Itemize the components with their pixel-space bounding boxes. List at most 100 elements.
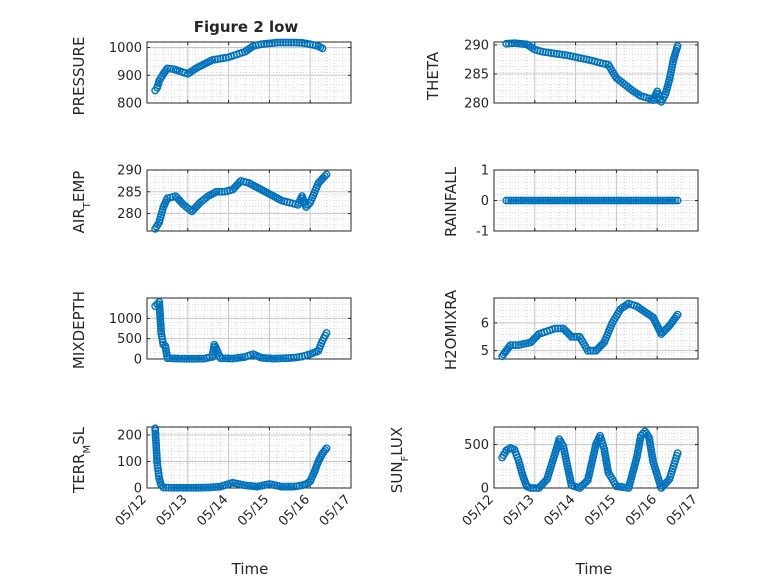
y-tick-label: -1 xyxy=(476,225,489,240)
data-point xyxy=(673,196,682,205)
data-point xyxy=(223,354,232,363)
data-point xyxy=(322,444,331,453)
data-point xyxy=(152,444,161,452)
data-point xyxy=(580,196,589,205)
data-point xyxy=(185,354,194,363)
data-point xyxy=(558,50,566,59)
data-point xyxy=(180,354,189,363)
data-point xyxy=(276,38,285,47)
subplot-grid: 8009001000280285290280285290-10105001000… xyxy=(109,38,701,529)
data-point xyxy=(541,477,550,485)
data-point xyxy=(619,196,628,205)
data-point xyxy=(156,310,164,319)
y-tick-label: 1 xyxy=(481,164,489,179)
data-point xyxy=(226,354,235,363)
data-point xyxy=(509,341,517,350)
data-point xyxy=(531,196,540,205)
y-tick-label: 500 xyxy=(464,438,489,453)
data-point xyxy=(519,196,528,205)
data-point xyxy=(573,332,581,341)
subplot-mixdepth: 0 500 1000 xyxy=(109,297,352,368)
data-point xyxy=(154,472,163,480)
data-point xyxy=(168,354,177,363)
data-point xyxy=(156,322,165,331)
data-point xyxy=(279,38,287,47)
data-point xyxy=(151,436,160,445)
data-point xyxy=(568,196,577,205)
subplot-h2omixra: 56 xyxy=(481,297,699,361)
data-point xyxy=(506,341,515,350)
data-point xyxy=(570,196,579,205)
data-point xyxy=(583,346,592,355)
data-point xyxy=(267,354,275,363)
data-point xyxy=(644,196,653,205)
data-point xyxy=(287,38,296,47)
data-point xyxy=(507,39,516,48)
subplot-air_temp: 280 285 290 xyxy=(117,164,352,233)
subplot-pressure: 800 900 1000 xyxy=(109,38,352,112)
data-point xyxy=(524,196,533,205)
axes-box xyxy=(493,426,699,489)
data-point xyxy=(163,354,172,363)
data-point xyxy=(184,483,193,492)
y-tick-label: 280 xyxy=(117,207,142,222)
data-point xyxy=(544,48,553,57)
data-point xyxy=(151,424,160,433)
data-point xyxy=(175,354,184,363)
data-point xyxy=(189,483,198,492)
data-point xyxy=(605,196,613,205)
data-point xyxy=(196,483,205,492)
data-point xyxy=(526,196,535,205)
data-point xyxy=(204,483,213,492)
data-point xyxy=(276,354,285,363)
data-point xyxy=(556,196,564,205)
data-point xyxy=(199,483,208,492)
ylabel-terr-msl: TERRMSL xyxy=(70,426,93,494)
data-point xyxy=(209,483,217,492)
data-point xyxy=(555,50,564,59)
ylabel-terr-main: TERR xyxy=(70,454,88,495)
data-point xyxy=(262,354,271,363)
axes-box xyxy=(493,297,699,360)
data-point xyxy=(595,196,604,205)
series-markers xyxy=(498,427,682,492)
data-point xyxy=(277,482,286,491)
y-tick-label: 285 xyxy=(464,67,489,82)
ylabel-sun-flux: SUNFLUX xyxy=(388,427,411,493)
data-point xyxy=(262,39,271,48)
data-point xyxy=(152,441,161,450)
data-point xyxy=(218,354,227,363)
data-point xyxy=(553,196,562,205)
data-point xyxy=(268,39,277,48)
data-point xyxy=(632,196,640,205)
data-point xyxy=(583,196,591,205)
data-point xyxy=(217,187,226,196)
y-tick-label: 290 xyxy=(117,164,142,179)
data-point xyxy=(570,332,579,341)
data-point xyxy=(282,482,291,491)
y-tick-label: 1000 xyxy=(109,41,142,56)
data-point xyxy=(257,40,266,49)
axes-box xyxy=(146,41,352,104)
data-point xyxy=(162,66,170,75)
ylabel-terr-rest: SL xyxy=(70,426,88,445)
ylabel-air-temp-sub: T xyxy=(82,201,93,209)
data-point xyxy=(287,482,296,491)
data-point xyxy=(661,196,670,205)
data-point xyxy=(151,434,160,443)
subplot-theta: 280 285 290 xyxy=(464,38,699,112)
y-tick-label: 500 xyxy=(117,332,142,347)
data-point xyxy=(641,196,650,205)
series-markers xyxy=(151,170,331,233)
data-point xyxy=(155,298,164,306)
series-markers xyxy=(151,424,331,492)
ylabel-mixdepth: MIXDEPTH xyxy=(70,291,88,369)
y-tick-label: 0 xyxy=(481,482,489,497)
data-point xyxy=(668,196,677,205)
data-point xyxy=(654,196,662,205)
data-point xyxy=(321,446,330,454)
data-point xyxy=(173,354,182,363)
data-point xyxy=(273,38,282,47)
data-point xyxy=(512,196,520,205)
data-point xyxy=(302,203,311,211)
